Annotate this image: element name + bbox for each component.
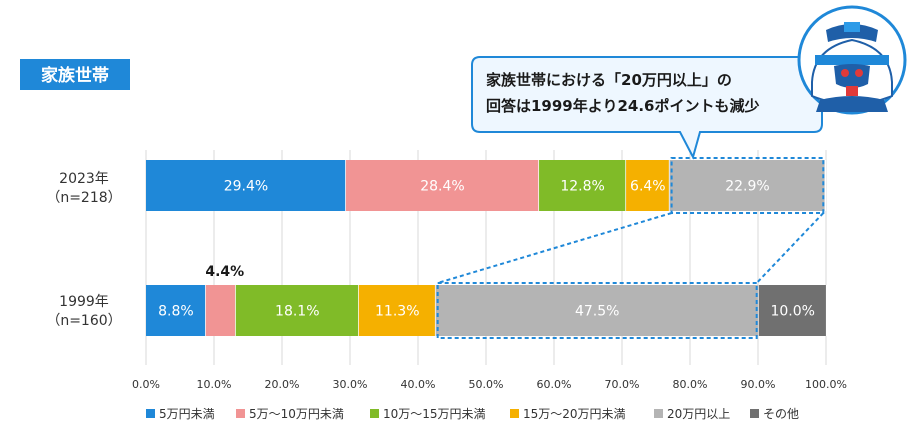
bar-data-label: 47.5% — [575, 304, 619, 320]
category-badge: 家族世帯 — [20, 59, 130, 90]
badge-label: 家族世帯 — [41, 65, 109, 86]
bar-data-label: 8.8% — [158, 304, 194, 320]
bar-data-label: 22.9% — [725, 179, 769, 195]
legend-swatch — [236, 409, 245, 418]
legend-swatch — [146, 409, 155, 418]
x-tick-label: 90.0% — [741, 378, 776, 391]
bar-data-label: 12.8% — [560, 179, 604, 195]
x-tick-label: 10.0% — [197, 378, 232, 391]
legend-label: 10万～15万円未満 — [383, 407, 486, 421]
bars-layer — [146, 160, 828, 336]
x-tick-label: 60.0% — [537, 378, 572, 391]
legend-label: 20万円以上 — [667, 407, 730, 421]
bar-segment — [146, 285, 206, 336]
x-tick-label: 70.0% — [605, 378, 640, 391]
bar-data-label: 4.4% — [205, 264, 244, 280]
bar-data-label: 10.0% — [770, 304, 814, 320]
bar-segment — [345, 160, 540, 211]
bar-segment — [146, 160, 346, 211]
badge-background — [20, 59, 130, 90]
labels-layer: 29.4% 28.4% 12.8% 6.4% 22.9% 8.8% 4.4% 18.1% 11.… — [158, 179, 815, 320]
bar-segment — [758, 285, 827, 336]
callout-line2: 回答は1999年より24.6ポイントも減少 — [486, 97, 759, 115]
x-axis-ticks: 0.0% 10.0% 20.0% 30.0% 40.0% 50.0% 60.0% 70.0% 8… — [132, 378, 847, 391]
legend: 5万円未満 5万～10万円未満 10万～15万円未満 15万～20万円未満 20万円以上… — [146, 407, 799, 421]
legend-swatch — [370, 409, 379, 418]
x-tick-label: 50.0% — [469, 378, 504, 391]
bar-data-label: 28.4% — [420, 179, 464, 195]
highlight-box — [670, 157, 825, 214]
legend-swatch — [750, 409, 759, 418]
highlight-connector — [755, 212, 825, 284]
bar-data-label: 11.3% — [375, 304, 419, 320]
legend-label: 15万～20万円未満 — [523, 407, 626, 421]
legend-label: 5万～10万円未満 — [249, 407, 344, 421]
x-tick-label: 40.0% — [401, 378, 436, 391]
category-label-2023-line1: 2023年 — [59, 171, 109, 187]
highlight-layer — [436, 157, 825, 339]
legend-swatch — [510, 409, 519, 418]
legend-swatch — [654, 409, 663, 418]
bar-data-label: 6.4% — [630, 179, 666, 195]
legend-label: その他 — [763, 407, 799, 421]
highlight-box — [436, 282, 758, 339]
x-tick-label: 100.0% — [805, 378, 847, 391]
x-tick-label: 80.0% — [673, 378, 708, 391]
category-label-1999-line2: （n=160） — [46, 313, 121, 329]
x-tick-label: 30.0% — [333, 378, 368, 391]
bar-segment — [539, 160, 627, 211]
legend-label: 5万円未満 — [159, 407, 215, 421]
bar-segment — [626, 160, 670, 211]
category-label-1999-line1: 1999年 — [59, 294, 109, 310]
callout: 家族世帯における「20万円以上」の 回答は1999年より24.6ポイントも減少 — [471, 56, 823, 160]
category-labels: 2023年 （n=218） 1999年 （n=160） — [46, 171, 121, 329]
x-tick-label: 20.0% — [265, 378, 300, 391]
category-label-2023-line2: （n=218） — [46, 190, 121, 206]
helmet-mascot-icon — [797, 5, 907, 115]
bar-data-label: 29.4% — [224, 179, 268, 195]
bar-segment — [669, 160, 826, 211]
bar-data-label: 18.1% — [275, 304, 319, 320]
bar-segment — [358, 285, 436, 336]
bar-segment — [435, 285, 759, 336]
x-tick-label: 0.0% — [132, 378, 160, 391]
bar-segment — [205, 285, 236, 336]
bar-segment — [235, 285, 359, 336]
highlight-connector — [437, 212, 672, 284]
callout-line1: 家族世帯における「20万円以上」の — [486, 71, 732, 89]
